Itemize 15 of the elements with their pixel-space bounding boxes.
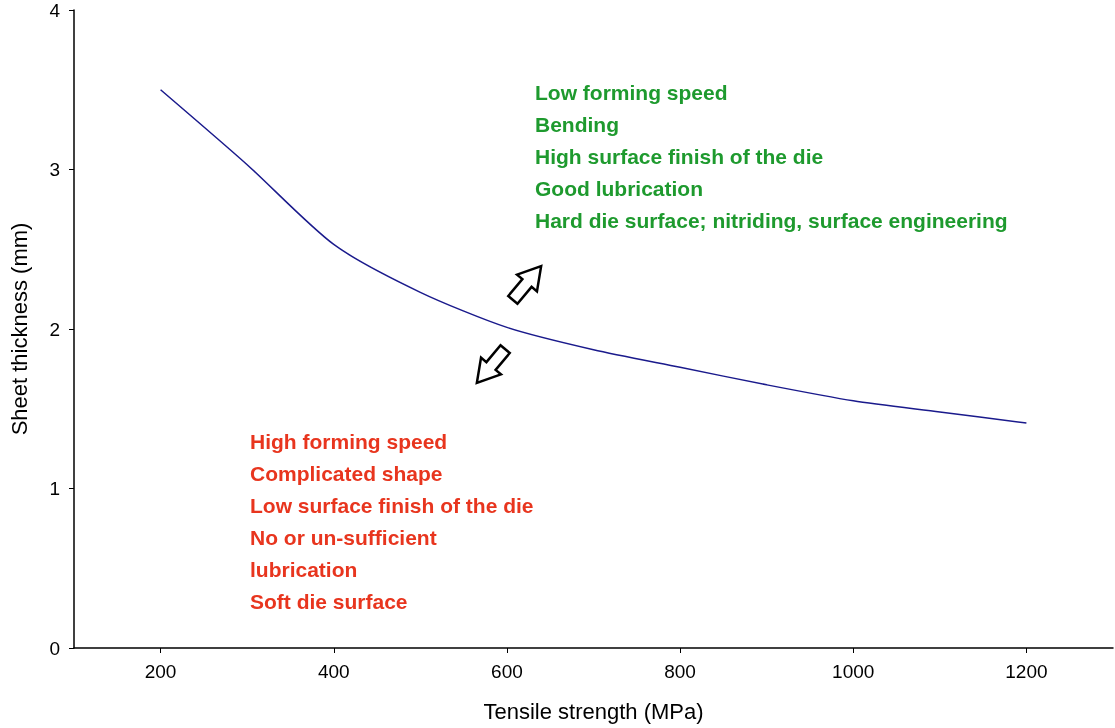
- x-tick-label: 1000: [832, 661, 875, 682]
- x-tick-label: 1200: [1005, 661, 1048, 682]
- annotation: Low forming speed Bending High surface finish of the die Good lubrication Hard die surface; nitriding, surface engineering: [535, 80, 1008, 232]
- x-axis-title: Tensile strength (MPa): [483, 698, 704, 724]
- x-tick-label: 400: [317, 661, 350, 682]
- x-tick-label: 200: [144, 661, 177, 682]
- y-tick-label: 2: [49, 318, 60, 340]
- y-axis-title: Sheet thickness (mm): [6, 222, 32, 436]
- y-tick-label: 4: [49, 0, 61, 21]
- x-tick-label: 800: [664, 661, 696, 682]
- annotation: High forming speed Complicated shape Low surface finish of the die No or un-sufficient lubrication Soft die surface: [250, 429, 534, 613]
- y-tick-label: 1: [49, 478, 60, 499]
- y-tick-label: 3: [49, 159, 60, 180]
- y-tick-label: 0: [49, 637, 60, 659]
- x-tick-label: 600: [491, 661, 523, 682]
